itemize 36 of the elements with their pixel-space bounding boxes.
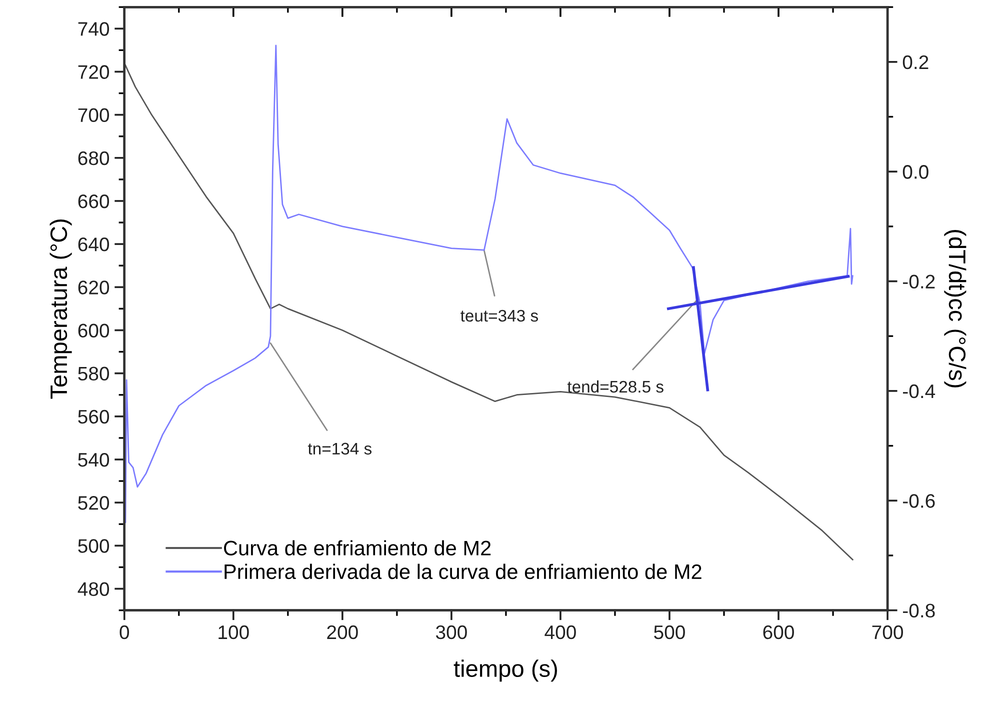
y-tick-label: 640	[78, 238, 110, 252]
y2-axis-title: (dT/dt)cc (°C/s)	[944, 230, 966, 388]
y2-tick-label: -0.4	[902, 384, 936, 398]
annotation: teut=343 s	[460, 310, 538, 322]
y2-tick-label: -0.8	[902, 604, 935, 618]
x-tick-label: 100	[218, 625, 249, 640]
y2-tick-label: -0.6	[902, 494, 935, 508]
y-tick-label: 700	[78, 108, 110, 122]
y2-tick-label: -0.2	[902, 274, 935, 289]
legend-label: Curva de enfriamiento de M2	[224, 540, 491, 556]
y2-tick-label: 0.2	[902, 55, 928, 70]
y-tick-label: 720	[78, 65, 110, 79]
y-tick-label: 540	[78, 452, 110, 467]
y-tick-label: 680	[78, 151, 110, 166]
y-tick-label: 580	[78, 366, 110, 381]
y2-tick-label: 0.0	[902, 165, 928, 179]
y-axis-title: Temperatura (°C)	[50, 219, 72, 399]
y-tick-label: 520	[78, 496, 110, 510]
x-tick-label: 0	[120, 625, 130, 640]
x-tick-label: 300	[436, 625, 467, 640]
x-axis-title: tiempo (s)	[454, 660, 557, 682]
y-tick-label: 660	[78, 194, 110, 208]
y-tick-label: 480	[78, 582, 110, 596]
annotation: tn=134 s	[308, 442, 372, 455]
x-tick-label: 700	[872, 625, 903, 640]
y-tick-label: 740	[78, 22, 110, 36]
y-tick-label: 600	[78, 324, 110, 338]
x-tick-label: 500	[654, 625, 685, 640]
y-tick-label: 560	[78, 410, 110, 424]
x-tick-label: 600	[763, 625, 794, 640]
annotation: tend=528.5 s	[567, 380, 664, 393]
y-tick-label: 620	[78, 280, 110, 294]
legend-label: Primera derivada de la curva de enfriamiento de M2	[224, 564, 702, 580]
x-tick-label: 400	[544, 625, 576, 640]
y-tick-label: 500	[78, 539, 110, 553]
x-tick-label: 200	[327, 625, 358, 640]
